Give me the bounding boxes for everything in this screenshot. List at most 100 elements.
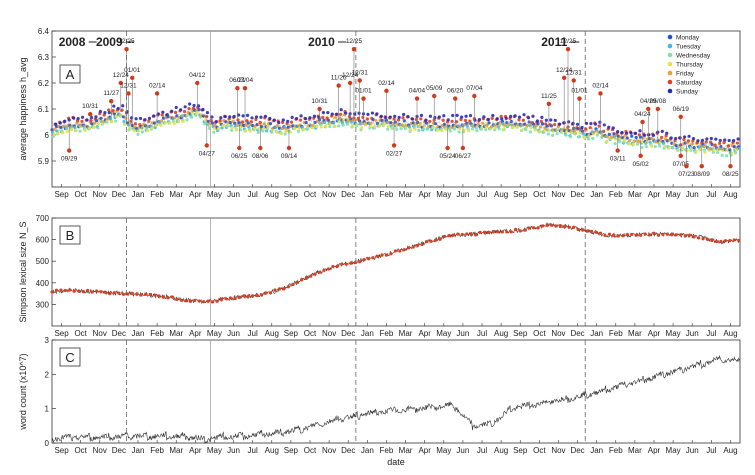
happiness-point bbox=[121, 115, 125, 119]
happiness-point bbox=[413, 127, 417, 131]
happiness-point bbox=[555, 131, 559, 136]
happiness-point bbox=[586, 137, 590, 141]
happiness-point bbox=[373, 125, 377, 129]
happiness-point bbox=[682, 138, 686, 142]
panel-a-xtick-label: Dec bbox=[341, 190, 355, 199]
panel-c-xtick-label: Oct bbox=[533, 446, 546, 455]
panel-a-xtick-label: Sep bbox=[513, 190, 528, 199]
happiness-point bbox=[330, 112, 334, 116]
happiness-point bbox=[611, 126, 615, 130]
happiness-point bbox=[379, 114, 383, 118]
happiness-point bbox=[710, 142, 714, 146]
lexical-point bbox=[474, 233, 478, 237]
happiness-point bbox=[468, 114, 473, 118]
panel-a-xtick-label: Jan bbox=[132, 190, 145, 199]
happiness-point bbox=[712, 148, 716, 152]
lexical-point bbox=[639, 233, 643, 237]
happiness-point bbox=[459, 117, 463, 122]
happiness-point bbox=[114, 119, 118, 123]
happiness-point bbox=[196, 104, 201, 108]
happiness-point bbox=[442, 114, 446, 118]
happiness-point bbox=[689, 146, 694, 150]
panel-c-xtick-label: Jan bbox=[590, 446, 603, 455]
happiness-point bbox=[177, 120, 181, 124]
panel-a-xtick-label: Jul bbox=[706, 190, 716, 199]
lexical-point bbox=[59, 288, 63, 292]
happiness-point bbox=[326, 110, 330, 115]
lexical-point bbox=[228, 296, 232, 300]
lexical-point bbox=[99, 290, 103, 294]
panel-c-xtick-label: Dec bbox=[112, 446, 126, 455]
happiness-point bbox=[121, 104, 125, 108]
happiness-point bbox=[441, 118, 445, 122]
happiness-point bbox=[635, 142, 640, 146]
happiness-point bbox=[650, 137, 654, 141]
happiness-point bbox=[257, 126, 261, 131]
lexical-point bbox=[656, 233, 661, 237]
annotation-point bbox=[561, 75, 567, 81]
annotation-label: 12/24 bbox=[113, 72, 130, 79]
happiness-point bbox=[392, 117, 396, 121]
lexical-point bbox=[545, 223, 549, 227]
lexical-point bbox=[554, 224, 558, 228]
panel-c-xtick-label: Aug bbox=[723, 446, 737, 455]
lexical-point bbox=[81, 289, 85, 294]
happiness-point bbox=[503, 123, 507, 127]
happiness-point bbox=[446, 118, 450, 122]
lexical-point bbox=[197, 299, 201, 303]
annotation-label: 12/25 bbox=[560, 38, 577, 45]
panel-b-xtick-label: Sep bbox=[54, 329, 69, 338]
annotation-label: 08/25 bbox=[722, 171, 739, 178]
happiness-point bbox=[678, 136, 682, 140]
lexical-point bbox=[170, 295, 174, 299]
happiness-point bbox=[89, 118, 93, 123]
lexical-point bbox=[581, 228, 585, 232]
happiness-point bbox=[497, 127, 501, 131]
happiness-point bbox=[187, 107, 191, 111]
happiness-point bbox=[382, 123, 386, 127]
happiness-point bbox=[128, 126, 132, 130]
lexical-point bbox=[94, 289, 99, 293]
panel-a-xtick-label: Oct bbox=[304, 190, 317, 199]
lexical-point bbox=[126, 292, 130, 296]
year-label: 2009 bbox=[96, 35, 123, 49]
panel-b-xtick-label: Nov bbox=[93, 329, 107, 338]
lexical-point bbox=[54, 288, 59, 292]
happiness-point bbox=[598, 120, 602, 124]
lexical-point bbox=[563, 225, 567, 229]
panel-c-xtick-label: Aug bbox=[494, 446, 508, 455]
panel-b-xtick-label: Mar bbox=[628, 329, 642, 338]
x-axis-label: date bbox=[387, 457, 405, 467]
happiness-point bbox=[351, 123, 355, 127]
happiness-point bbox=[197, 108, 201, 112]
panel-b-xtick-label: Jan bbox=[590, 329, 603, 338]
happiness-point bbox=[595, 133, 599, 137]
happiness-point bbox=[236, 118, 240, 122]
legend-marker bbox=[667, 43, 673, 49]
annotation-point bbox=[391, 143, 397, 148]
happiness-point bbox=[539, 119, 543, 124]
happiness-point bbox=[168, 121, 172, 125]
lexical-point bbox=[710, 238, 714, 243]
lexical-point bbox=[255, 293, 259, 298]
panel-b-xtick-label: Sep bbox=[513, 329, 528, 338]
legend-label: Wednesday bbox=[676, 53, 711, 60]
panel-a-xtick-label: Jul bbox=[477, 190, 487, 199]
panel-a-xtick-label: Mar bbox=[169, 190, 183, 199]
annotation-point bbox=[640, 119, 645, 125]
happiness-point bbox=[63, 119, 67, 123]
happiness-point bbox=[486, 117, 490, 122]
lexical-point bbox=[679, 233, 683, 237]
annotation-label: 06/21 bbox=[229, 77, 246, 84]
annotation-label: 02/14 bbox=[378, 80, 395, 87]
happiness-point bbox=[388, 115, 392, 119]
happiness-point bbox=[414, 117, 418, 122]
happiness-point bbox=[279, 131, 283, 136]
happiness-point bbox=[223, 114, 227, 119]
happiness-point bbox=[152, 114, 156, 118]
panel-b-xtick-label: Jan bbox=[361, 329, 374, 338]
panel-a-xtick-label: Jan bbox=[590, 190, 603, 199]
happiness-point bbox=[574, 131, 578, 135]
happiness-point bbox=[207, 126, 211, 130]
happiness-point bbox=[616, 130, 620, 134]
